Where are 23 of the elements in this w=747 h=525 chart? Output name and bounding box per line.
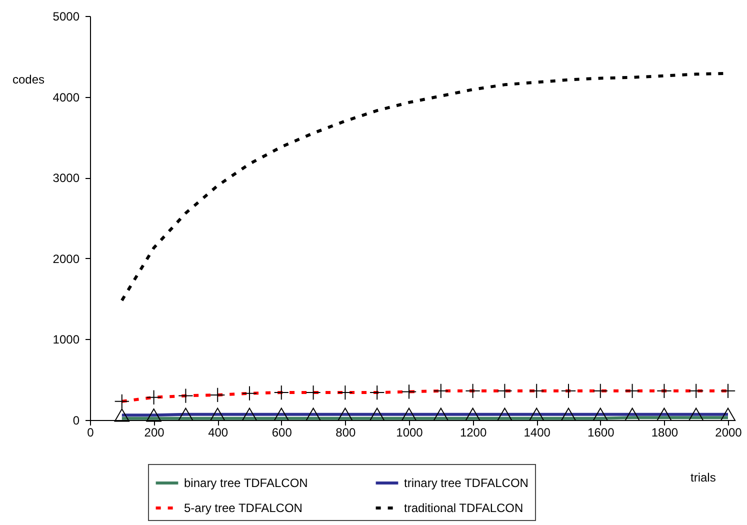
x-tick-label: 400 <box>208 426 228 440</box>
y-tick-label: 4000 <box>52 90 80 104</box>
legend-label: traditional TDFALCON <box>404 501 524 515</box>
y-tick-label: 5000 <box>52 10 80 24</box>
x-tick-label: 800 <box>336 426 356 440</box>
x-tick-label: 200 <box>144 426 165 440</box>
x-axis-title: trials <box>690 470 716 484</box>
x-tick-label: 1200 <box>460 426 487 440</box>
x-tick-label: 1400 <box>524 426 551 440</box>
x-tick-label: 1600 <box>588 426 615 440</box>
y-tick-label: 0 <box>72 414 80 428</box>
y-tick-label: 2000 <box>52 252 80 266</box>
y-axis-title: codes <box>12 72 45 86</box>
y-tick-label: 1000 <box>52 332 80 347</box>
x-tick-label: 600 <box>272 426 292 440</box>
x-tick-label: 1800 <box>651 426 678 440</box>
x-tick-label: 0 <box>87 426 94 440</box>
x-tick-label: 2000 <box>715 426 742 440</box>
y-tick-label: 3000 <box>52 171 80 186</box>
legend-label: trinary tree TDFALCON <box>404 476 528 490</box>
legend-label: binary tree TDFALCON <box>184 476 308 490</box>
legend-label: 5-ary tree TDFALCON <box>184 501 302 515</box>
x-tick-label: 1000 <box>396 426 424 440</box>
